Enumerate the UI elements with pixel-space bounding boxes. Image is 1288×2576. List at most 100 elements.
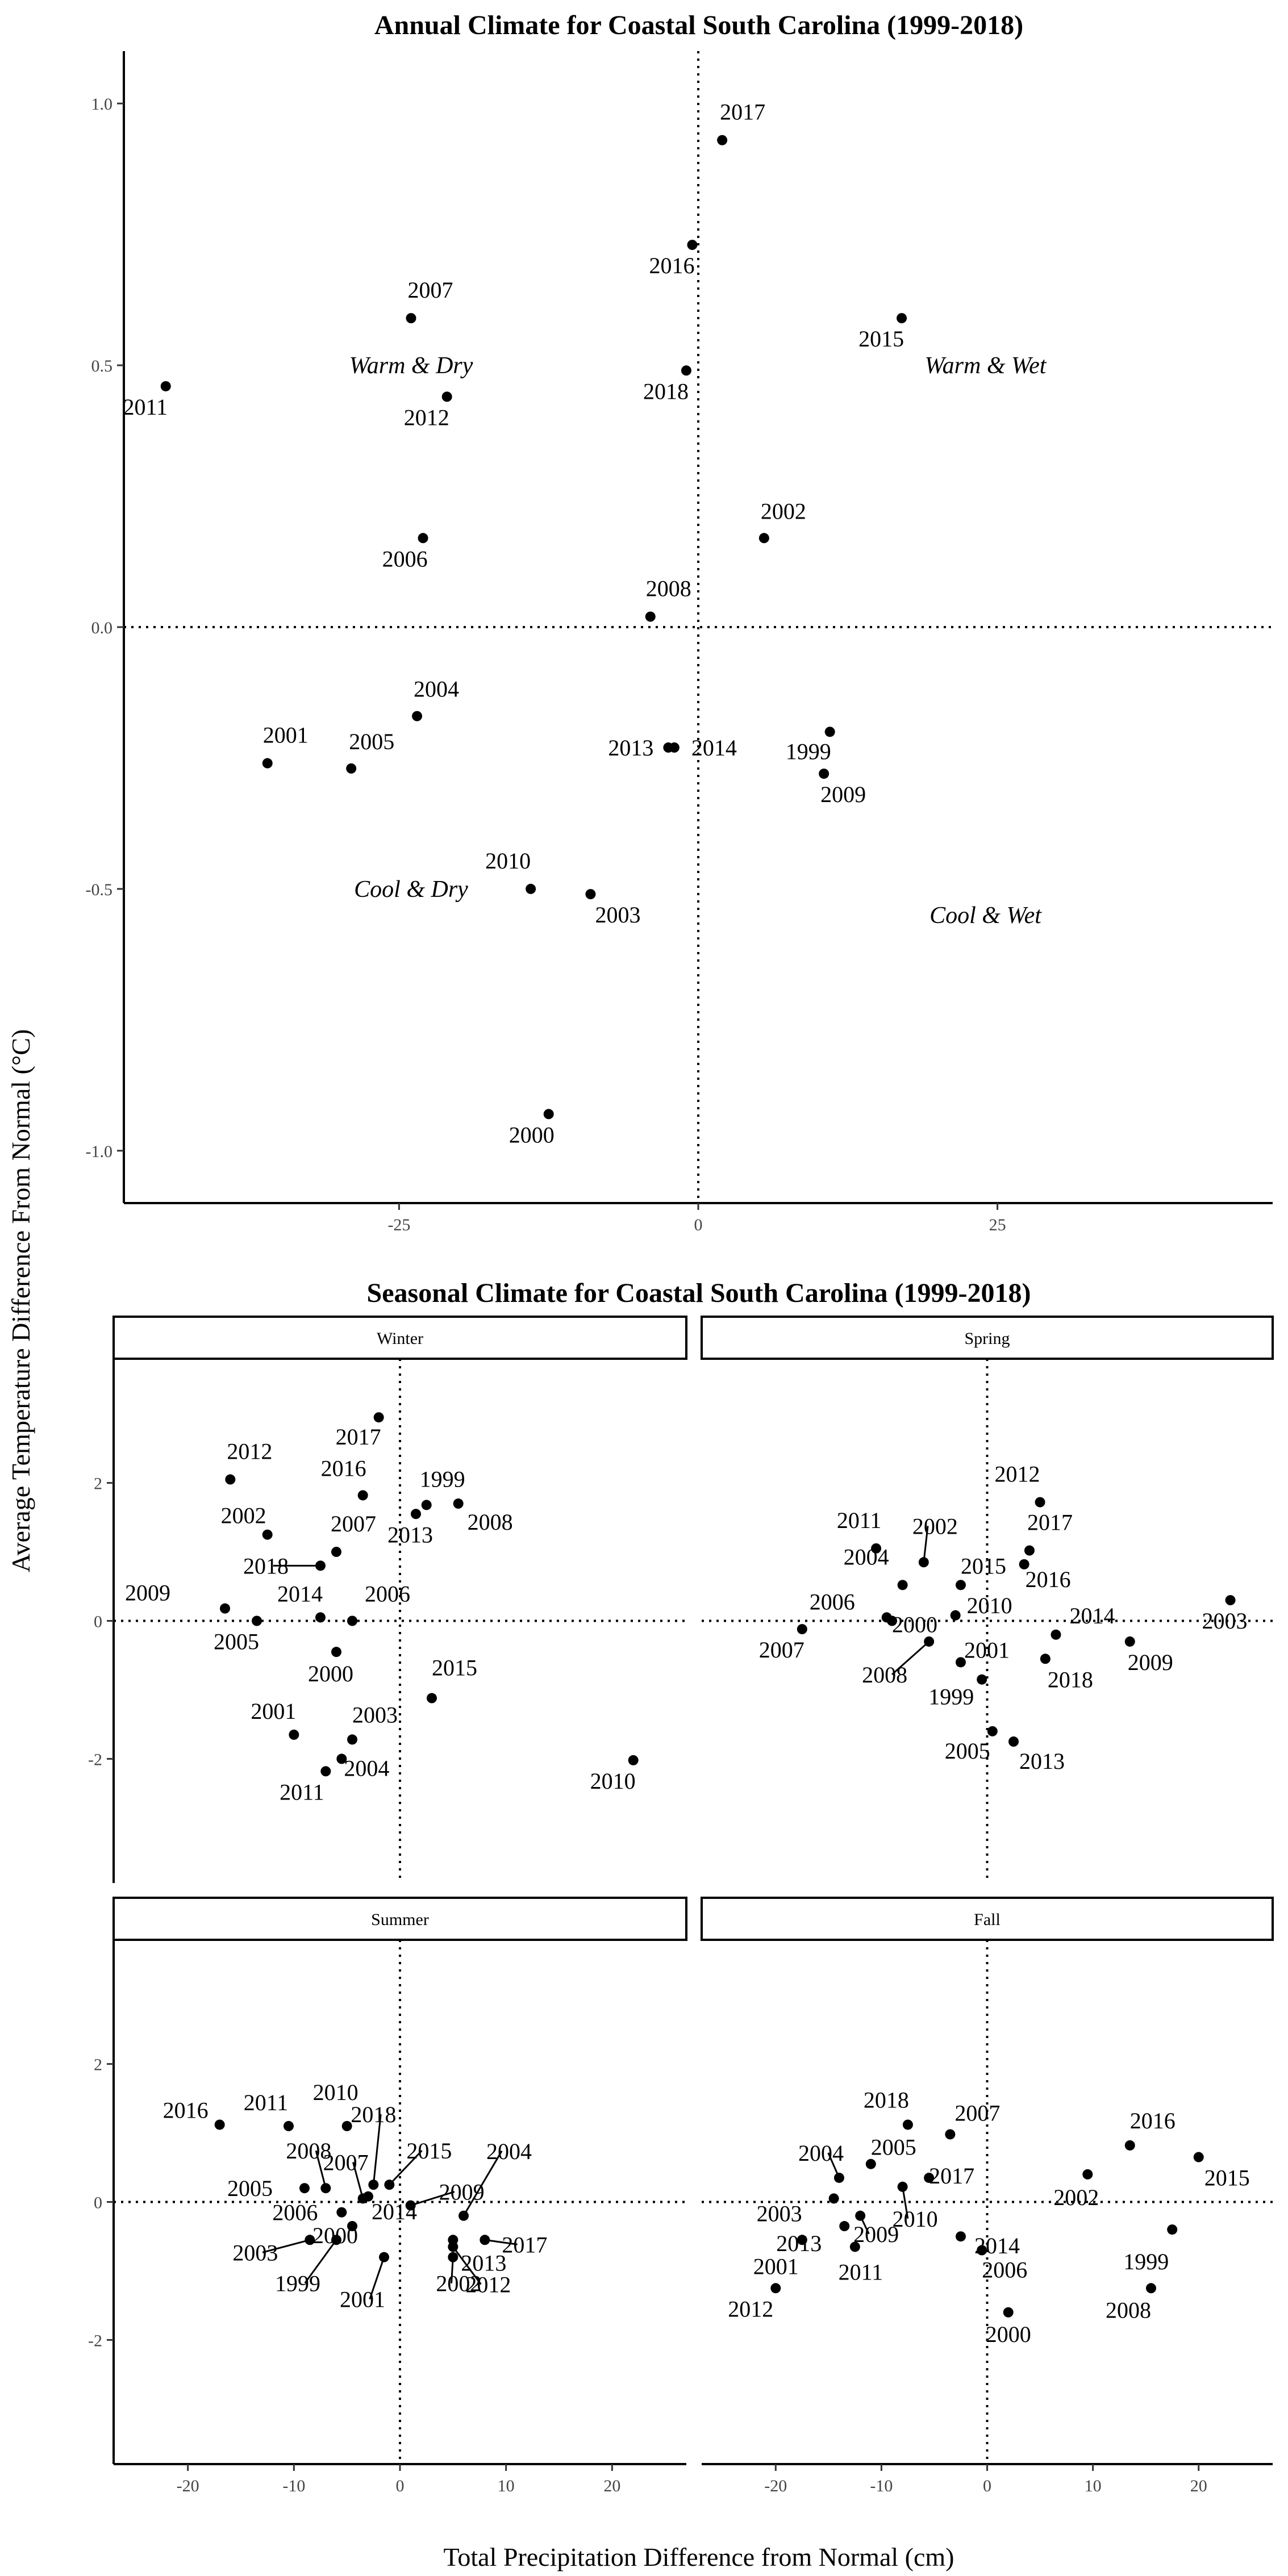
spring-point-label-2009: 2009 <box>1128 1650 1173 1675</box>
annual-point-2018 <box>681 365 691 376</box>
annual-point-2016 <box>687 240 698 250</box>
annual-point-label-2017: 2017 <box>720 99 765 125</box>
summer-point-label-2013: 2013 <box>461 2250 506 2276</box>
fall-point-2017 <box>924 2172 935 2183</box>
winter-point-2018 <box>315 1560 326 1571</box>
annual-point-label-2008: 2008 <box>646 576 691 602</box>
fall-point-2001 <box>797 2235 807 2245</box>
annual-point-label-2004: 2004 <box>414 677 459 702</box>
spring-point-label-2005: 2005 <box>945 1738 990 1764</box>
fall-point-label-2005: 2005 <box>871 2135 916 2160</box>
spring-point-label-2010: 2010 <box>967 1593 1012 1618</box>
annual-point-2005 <box>346 763 357 774</box>
winter-point-label-2013: 2013 <box>387 1522 433 1547</box>
winter-point-2000 <box>331 1647 341 1658</box>
summer-point-2011 <box>284 2120 294 2131</box>
fall-point-label-2007: 2007 <box>954 2100 1000 2126</box>
fall-point-label-2003: 2003 <box>757 2201 802 2226</box>
fall-point-2018 <box>902 2119 913 2130</box>
fall-point-2005 <box>865 2159 876 2169</box>
summer-leader-2004 <box>462 2151 503 2216</box>
fall-facet-strip <box>701 1897 1274 1941</box>
annual-point-2012 <box>441 391 452 402</box>
summer-point-2016 <box>214 2119 225 2130</box>
spring-point-2010 <box>950 1610 961 1621</box>
winter-point-label-2017: 2017 <box>336 1424 381 1450</box>
annual-point-label-2003: 2003 <box>595 902 640 928</box>
summer-point-label-2015: 2015 <box>406 2138 452 2164</box>
annual-quadrant-label: Cool & Wet <box>929 903 1042 929</box>
spring-point-label-2018: 2018 <box>1048 1667 1093 1692</box>
spring-point-2001 <box>955 1657 966 1668</box>
spring-point-label-2002: 2002 <box>912 1513 958 1539</box>
annual-point-label-2001: 2001 <box>263 723 309 748</box>
summer-point-2013 <box>448 2235 458 2245</box>
annual-point-2003 <box>585 889 596 900</box>
annual-point-2004 <box>412 711 423 721</box>
fall-point-label-2009: 2009 <box>853 2222 899 2247</box>
summer-point-2008 <box>320 2183 331 2194</box>
summer-point-label-2018: 2018 <box>351 2102 396 2127</box>
spring-facet-label: Spring <box>964 1329 1010 1348</box>
fall-point-2010 <box>897 2181 908 2192</box>
summer-point-label-2004: 2004 <box>486 2139 532 2164</box>
fall-point-2014 <box>955 2231 966 2242</box>
spring-point-2017 <box>1024 1545 1035 1556</box>
x-axis-title: Total Precipitation Difference from Norm… <box>444 2542 954 2571</box>
summer-point-2010 <box>341 2120 352 2131</box>
annual-point-label-2016: 2016 <box>649 253 694 278</box>
annual-chart-title: Annual Climate for Coastal South Carolin… <box>374 10 1023 40</box>
fall-point-2008 <box>1145 2283 1156 2294</box>
spring-point-2005 <box>987 1726 998 1736</box>
summer-point-label-2016: 2016 <box>163 2097 209 2123</box>
annual-point-label-1999: 1999 <box>786 738 831 764</box>
winter-y-tick-label: 0 <box>94 1613 102 1631</box>
summer-point-2004 <box>458 2210 469 2221</box>
annual-x-tick-label: 25 <box>989 1216 1006 1234</box>
summer-y-tick-label: -2 <box>88 2331 102 2350</box>
winter-point-2016 <box>357 1490 368 1501</box>
summer-x-tick-label: 20 <box>603 2477 620 2495</box>
summer-point-label-2009: 2009 <box>439 2180 485 2205</box>
spring-leader-2002 <box>923 1526 929 1563</box>
winter-point-1999 <box>421 1500 432 1510</box>
annual-quadrant-label: Cool & Dry <box>354 876 468 903</box>
summer-point-2018 <box>368 2180 379 2190</box>
winter-point-label-2015: 2015 <box>432 1655 477 1681</box>
summer-y-tick-label: 0 <box>94 2194 102 2212</box>
fall-point-label-2012: 2012 <box>728 2296 773 2322</box>
winter-point-2010 <box>628 1755 639 1765</box>
winter-point-2012 <box>225 1474 236 1485</box>
spring-point-label-2014: 2014 <box>1069 1603 1115 1629</box>
fall-point-label-2011: 2011 <box>839 2259 883 2285</box>
winter-point-2013 <box>411 1509 421 1519</box>
winter-point-2015 <box>427 1693 437 1704</box>
winter-point-label-2005: 2005 <box>214 1629 259 1655</box>
spring-facet-strip <box>701 1316 1274 1360</box>
summer-facet-label: Summer <box>371 1910 429 1929</box>
spring-point-label-2001: 2001 <box>964 1637 1010 1663</box>
fall-point-2016 <box>1124 2140 1135 2151</box>
spring-point-2012 <box>1035 1497 1045 1508</box>
summer-point-label-1999: 1999 <box>275 2270 320 2296</box>
annual-point-2002 <box>758 533 769 544</box>
annual-point-label-2007: 2007 <box>408 277 453 303</box>
annual-y-tick-label: 1.0 <box>91 95 113 114</box>
summer-leader-2009 <box>410 2191 455 2207</box>
fall-point-2006 <box>977 2245 987 2256</box>
summer-point-2006 <box>336 2207 347 2218</box>
fall-point-label-1999: 1999 <box>1123 2249 1169 2274</box>
summer-point-2009 <box>405 2200 416 2211</box>
annual-y-tick-label: -1.0 <box>86 1142 113 1161</box>
summer-leader-2001 <box>369 2257 385 2300</box>
fall-point-label-2006: 2006 <box>982 2257 1027 2283</box>
winter-point-label-2010: 2010 <box>590 1768 636 1794</box>
winter-facet-label: Winter <box>377 1329 423 1348</box>
annual-point-2007 <box>406 313 416 324</box>
fall-point-2002 <box>1082 2169 1093 2180</box>
fall-x-tick-label: -20 <box>764 2477 787 2495</box>
fall-point-2004 <box>833 2172 844 2183</box>
winter-point-2014 <box>315 1612 326 1623</box>
winter-y-tick-label: 2 <box>94 1475 102 1493</box>
spring-point-2009 <box>1124 1636 1135 1647</box>
